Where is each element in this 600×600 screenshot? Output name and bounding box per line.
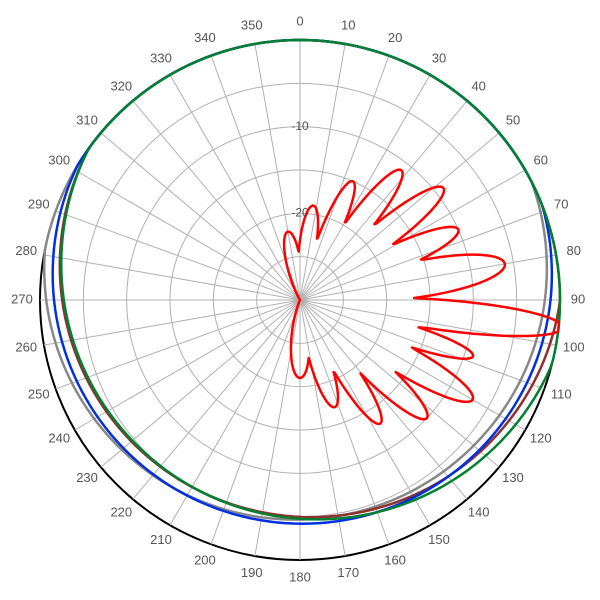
angle-label: 190 [241, 565, 263, 580]
angle-label: 0 [296, 13, 303, 28]
angle-label: 140 [468, 504, 490, 519]
angle-label: 310 [76, 113, 98, 128]
angle-label: 210 [150, 532, 172, 547]
grid-spoke [211, 300, 300, 544]
angle-label: 80 [567, 243, 581, 258]
grid-spoke [56, 211, 300, 300]
angle-label: 90 [571, 291, 585, 306]
angle-label: 60 [534, 152, 548, 167]
angle-label: 160 [384, 553, 406, 568]
series [44, 40, 560, 524]
angle-label: 30 [432, 51, 446, 66]
radial-label: -20 [291, 206, 309, 220]
angle-label: 290 [28, 196, 50, 211]
polar-chart: 0 10 20 30 40 50 60 70 80 90 100 110 120 130 140 150 160… [0, 0, 600, 600]
angle-label: 150 [428, 532, 450, 547]
angle-label: 250 [28, 387, 50, 402]
angle-label: 350 [241, 18, 263, 33]
angle-label: 130 [502, 470, 524, 485]
radial-label: -10 [291, 119, 309, 133]
angle-label: 120 [530, 430, 552, 445]
grid-spoke [56, 300, 300, 389]
angle-label: 270 [11, 291, 33, 306]
angle-label: 300 [48, 152, 70, 167]
angle-label: 330 [150, 51, 172, 66]
angle-label: 340 [194, 30, 216, 45]
angle-label: 100 [563, 340, 585, 355]
angle-label: 40 [471, 78, 485, 93]
angle-label: 260 [15, 340, 37, 355]
angle-label: 50 [506, 113, 520, 128]
angle-label: 10 [341, 18, 355, 33]
angle-label: 180 [289, 569, 311, 584]
angle-label: 230 [76, 470, 98, 485]
angle-label: 170 [337, 565, 359, 580]
angle-label: 20 [388, 30, 402, 45]
angle-label: 70 [554, 196, 568, 211]
grid-spoke [300, 211, 544, 300]
angle-label: 280 [15, 243, 37, 258]
angle-label: 110 [551, 387, 572, 402]
angle-label: 240 [48, 430, 70, 445]
angle-label: 320 [110, 78, 132, 93]
angle-label: 200 [194, 553, 216, 568]
grid-spoke [300, 56, 389, 300]
angle-label: 220 [110, 504, 132, 519]
